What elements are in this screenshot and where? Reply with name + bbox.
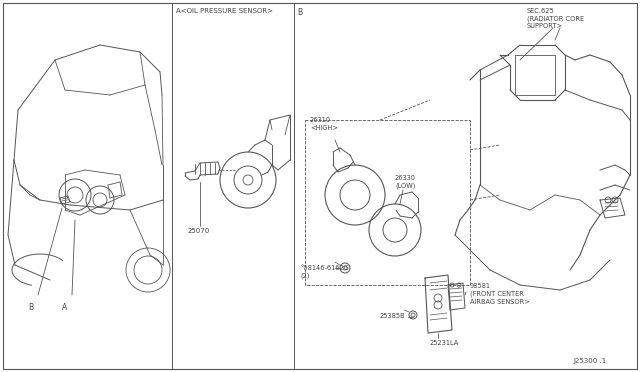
Text: °08146-6162G
(2): °08146-6162G (2) xyxy=(300,265,349,279)
Text: J25300 .1: J25300 .1 xyxy=(573,358,606,364)
Text: 98581
(FRONT CENTER
AIRBAG SENSOR>: 98581 (FRONT CENTER AIRBAG SENSOR> xyxy=(470,283,530,305)
Text: B: B xyxy=(297,8,302,17)
Text: 25385B: 25385B xyxy=(380,313,406,319)
Text: 25070: 25070 xyxy=(188,228,211,234)
Text: 26330
(LOW): 26330 (LOW) xyxy=(395,175,416,189)
Text: 26310
<HIGH>: 26310 <HIGH> xyxy=(310,117,338,131)
Text: SEC.625
(RADIATOR CORE
SUPPORT>: SEC.625 (RADIATOR CORE SUPPORT> xyxy=(527,8,584,29)
Text: 25231LA: 25231LA xyxy=(430,340,460,346)
Text: A<OIL PRESSURE SENSOR>: A<OIL PRESSURE SENSOR> xyxy=(176,8,273,14)
Text: B: B xyxy=(28,303,33,312)
Text: A: A xyxy=(62,303,67,312)
